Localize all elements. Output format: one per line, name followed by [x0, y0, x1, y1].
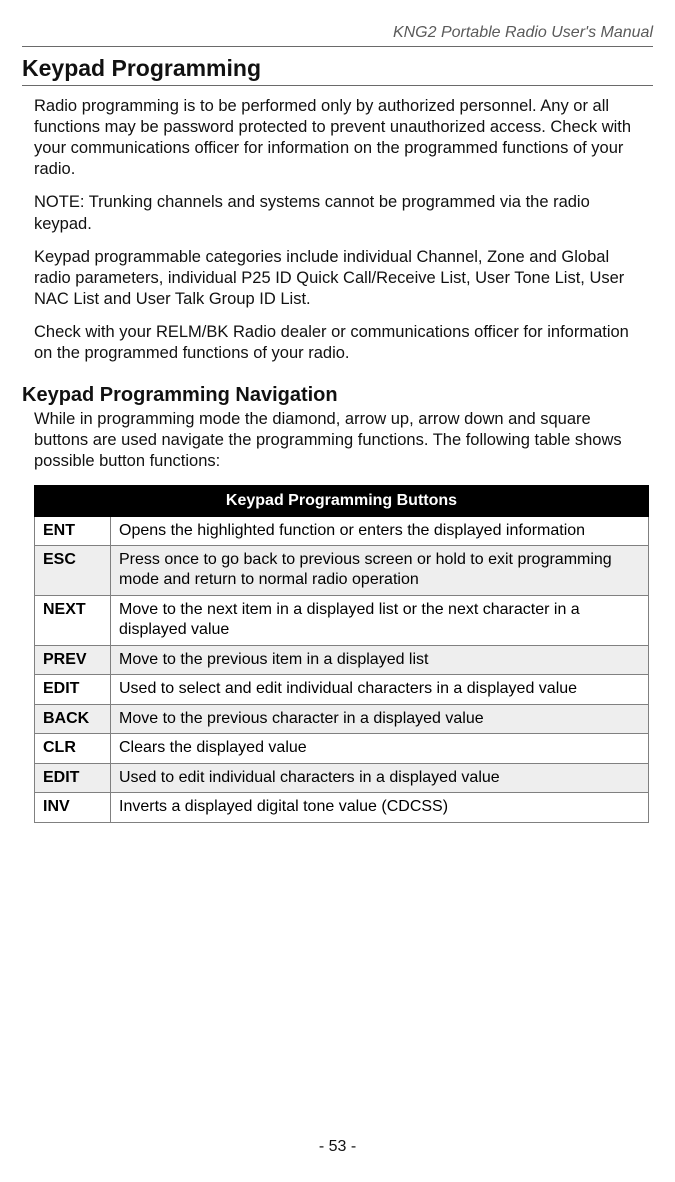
- key-cell: EDIT: [35, 763, 111, 792]
- section-title: Keypad Programming: [22, 55, 653, 82]
- table-row: PREV Move to the previous item in a disp…: [35, 645, 649, 674]
- key-cell: EDIT: [35, 675, 111, 704]
- key-cell: PREV: [35, 645, 111, 674]
- paragraph: Check with your RELM/BK Radio dealer or …: [34, 322, 649, 364]
- subsection-title: Keypad Programming Navigation: [22, 384, 653, 407]
- table-row: ENT Opens the highlighted function or en…: [35, 516, 649, 545]
- key-cell: CLR: [35, 734, 111, 763]
- desc-cell: Inverts a displayed digital tone value (…: [111, 793, 649, 822]
- table-row: ESC Press once to go back to previous sc…: [35, 546, 649, 596]
- paragraph: Radio programming is to be performed onl…: [34, 96, 649, 180]
- page-number: - 53 -: [0, 1138, 675, 1156]
- table-row: BACK Move to the previous character in a…: [35, 704, 649, 733]
- key-cell: ESC: [35, 546, 111, 596]
- desc-cell: Press once to go back to previous screen…: [111, 546, 649, 596]
- table-row: EDIT Used to select and edit individual …: [35, 675, 649, 704]
- paragraph: Keypad programmable categories include i…: [34, 247, 649, 310]
- section-body: Radio programming is to be performed onl…: [22, 96, 653, 364]
- header-rule: [22, 46, 653, 47]
- desc-cell: Used to select and edit individual chara…: [111, 675, 649, 704]
- buttons-table: Keypad Programming Buttons ENT Opens the…: [34, 485, 649, 823]
- desc-cell: Clears the displayed value: [111, 734, 649, 763]
- key-cell: ENT: [35, 516, 111, 545]
- title-rule: [22, 85, 653, 86]
- manual-title: KNG2 Portable Radio User's Manual: [22, 24, 653, 42]
- subsection-body: While in programming mode the diamond, a…: [22, 409, 653, 822]
- desc-cell: Move to the next item in a displayed lis…: [111, 595, 649, 645]
- table-row: EDIT Used to edit individual characters …: [35, 763, 649, 792]
- key-cell: NEXT: [35, 595, 111, 645]
- table-header: Keypad Programming Buttons: [35, 485, 649, 516]
- table-row: NEXT Move to the next item in a displaye…: [35, 595, 649, 645]
- desc-cell: Opens the highlighted function or enters…: [111, 516, 649, 545]
- desc-cell: Move to the previous item in a displayed…: [111, 645, 649, 674]
- desc-cell: Move to the previous character in a disp…: [111, 704, 649, 733]
- key-cell: BACK: [35, 704, 111, 733]
- table-row: INV Inverts a displayed digital tone val…: [35, 793, 649, 822]
- key-cell: INV: [35, 793, 111, 822]
- table-row: CLR Clears the displayed value: [35, 734, 649, 763]
- buttons-table-wrap: Keypad Programming Buttons ENT Opens the…: [34, 485, 649, 823]
- desc-cell: Used to edit individual characters in a …: [111, 763, 649, 792]
- subsection-intro: While in programming mode the diamond, a…: [34, 409, 649, 472]
- paragraph: NOTE: Trunking channels and systems cann…: [34, 192, 649, 234]
